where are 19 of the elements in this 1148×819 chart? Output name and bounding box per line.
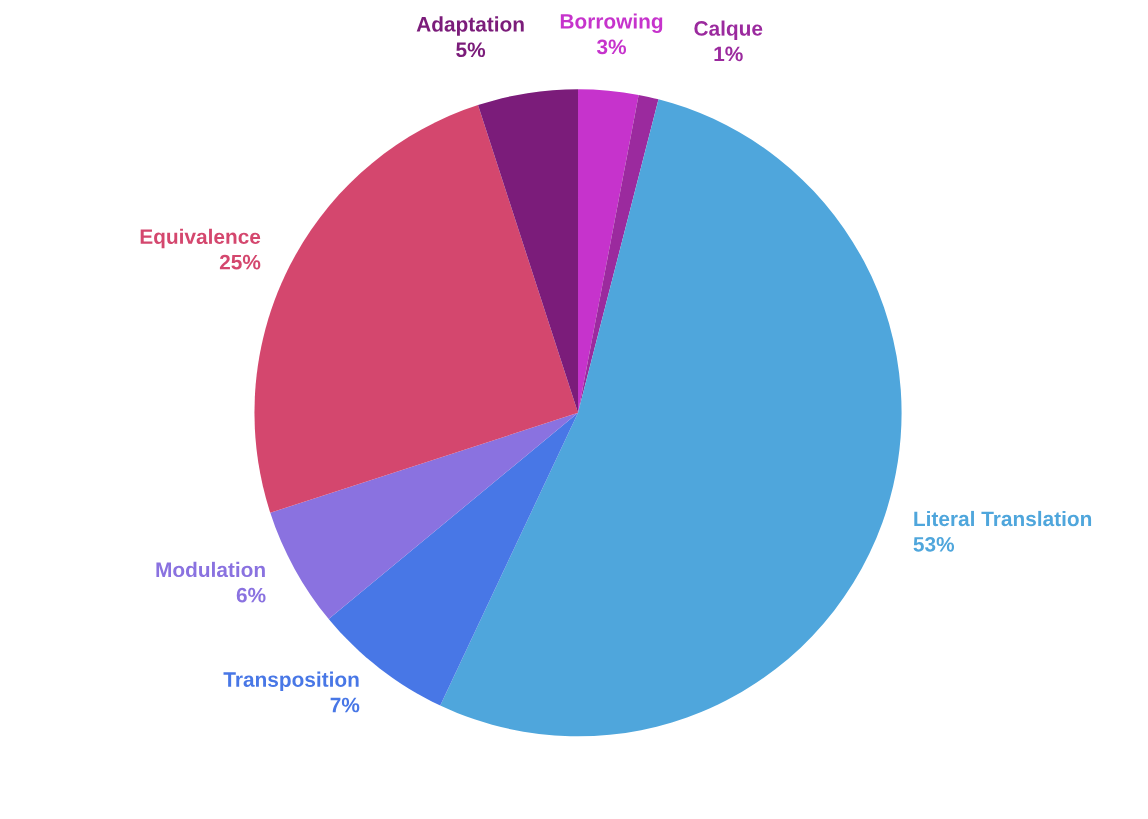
slice-label: Modulation — [156, 561, 265, 578]
pie-slice — [270, 412, 579, 620]
slice-label: Transposition — [223, 671, 359, 691]
data-label: 53% — [913, 536, 955, 552]
slice-label: Calque — [694, 20, 763, 40]
slice-label: Adaptation — [416, 16, 524, 36]
pie-slice — [578, 89, 639, 413]
data-label: 5% — [456, 42, 486, 58]
slice-label: Borrowing — [560, 13, 663, 33]
data-label: 6% — [236, 587, 266, 603]
data-label: 7% — [330, 697, 360, 713]
pie-slice — [578, 94, 659, 413]
slice-label: Equivalence — [140, 228, 261, 249]
data-label: 3% — [596, 39, 627, 55]
data-label: 25% — [219, 254, 261, 270]
data-label: 1% — [714, 46, 743, 62]
slice-label: Literal Translation — [914, 510, 1092, 527]
pie-slice — [440, 99, 902, 737]
pie-slice — [478, 89, 579, 413]
